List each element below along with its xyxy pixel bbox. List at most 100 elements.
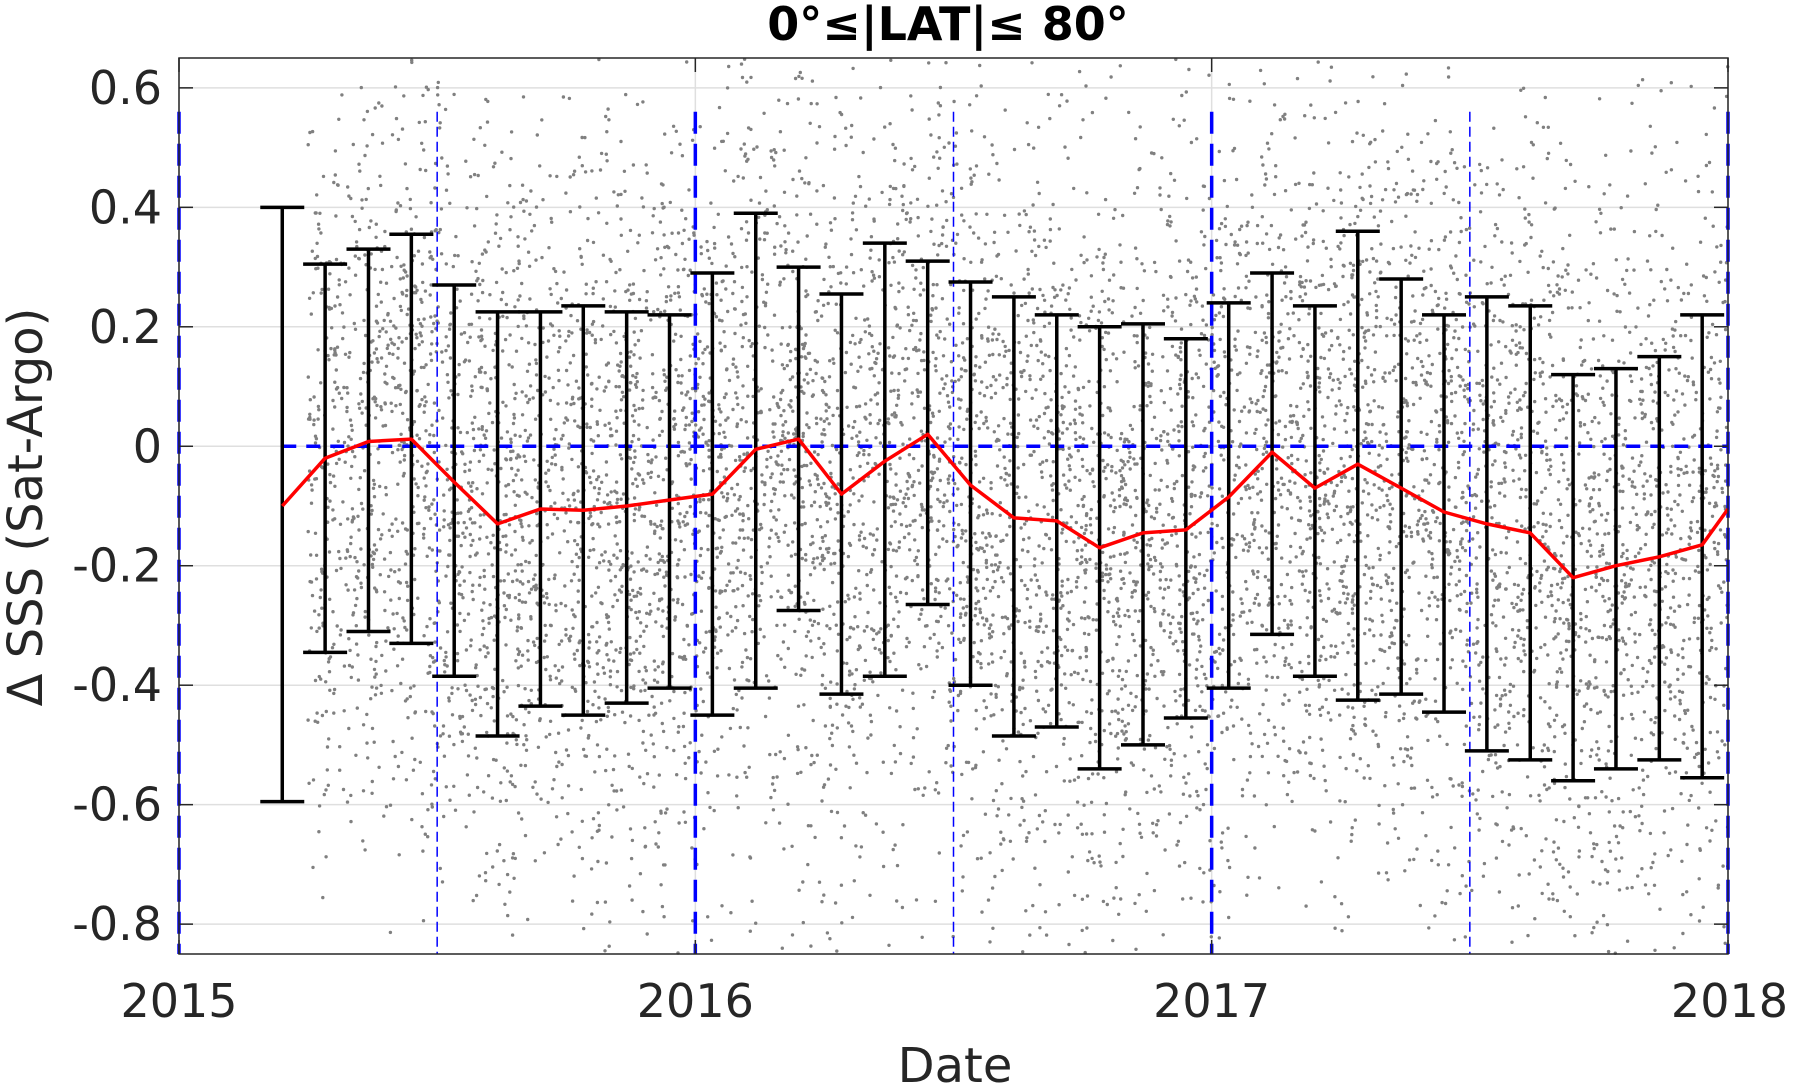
scatter-point: [1578, 345, 1583, 350]
scatter-point: [1109, 731, 1113, 736]
scatter-point: [1584, 702, 1589, 706]
scatter-point: [1160, 448, 1164, 452]
scatter-point: [791, 249, 795, 253]
scatter-point: [709, 201, 713, 205]
scatter-point: [1168, 747, 1172, 751]
scatter-point: [1476, 595, 1480, 599]
scatter-point: [740, 696, 744, 700]
scatter-point: [1597, 421, 1601, 425]
scatter-point: [1609, 227, 1613, 231]
scatter-point: [943, 382, 947, 386]
scatter-point: [1504, 408, 1508, 413]
scatter-point: [1518, 398, 1522, 402]
scatter-point: [1377, 453, 1381, 457]
scatter-point: [877, 630, 881, 634]
scatter-point: [1532, 858, 1537, 862]
scatter-point: [730, 629, 734, 633]
scatter-point: [993, 683, 998, 688]
scatter-point: [1568, 233, 1572, 237]
scatter-point: [408, 197, 412, 202]
scatter-point: [650, 458, 654, 462]
scatter-point: [742, 142, 746, 146]
scatter-point: [662, 560, 667, 564]
scatter-point: [1665, 267, 1669, 272]
scatter-point: [1032, 424, 1036, 428]
scatter-point: [1077, 720, 1081, 724]
scatter-point: [1076, 503, 1080, 508]
scatter-point: [1085, 191, 1089, 195]
scatter-point: [430, 548, 434, 552]
scatter-point: [1649, 866, 1653, 870]
scatter-point: [1551, 260, 1556, 264]
scatter-point: [657, 568, 662, 572]
scatter-point: [1630, 663, 1635, 668]
scatter-point: [1648, 831, 1653, 836]
scatter-point: [1122, 350, 1126, 354]
scatter-point: [700, 294, 705, 298]
scatter-point: [1617, 869, 1621, 873]
scatter-point: [1305, 537, 1309, 541]
scatter-point: [357, 406, 362, 410]
scatter-point: [978, 607, 982, 611]
scatter-point: [1407, 858, 1412, 862]
scatter-point: [400, 521, 405, 525]
scatter-point: [1100, 574, 1105, 579]
scatter-point: [920, 607, 924, 612]
scatter-point: [826, 550, 830, 554]
scatter-point: [1708, 730, 1713, 735]
scatter-point: [779, 657, 783, 661]
scatter-point: [839, 883, 844, 887]
scatter-point: [1261, 407, 1265, 411]
scatter-point: [590, 333, 594, 337]
scatter-point: [1316, 531, 1320, 536]
scatter-point: [916, 371, 920, 376]
scatter-point: [630, 766, 634, 771]
scatter-point: [684, 415, 688, 420]
scatter-point: [426, 87, 430, 92]
scatter-point: [741, 312, 746, 317]
scatter-point: [1703, 469, 1708, 473]
scatter-point: [1367, 165, 1371, 170]
scatter-point: [938, 391, 942, 395]
scatter-point: [1295, 422, 1300, 427]
scatter-point: [1219, 840, 1224, 844]
scatter-point: [1145, 336, 1150, 340]
scatter-point: [848, 786, 852, 790]
scatter-point: [1527, 872, 1531, 876]
scatter-point: [1436, 719, 1440, 724]
scatter-point: [969, 260, 973, 264]
scatter-point: [590, 594, 594, 598]
scatter-point: [401, 474, 406, 478]
scatter-point: [326, 660, 331, 664]
scatter-point: [519, 522, 523, 526]
scatter-point: [315, 241, 319, 245]
scatter-point: [935, 781, 939, 785]
scatter-point: [414, 482, 418, 486]
scatter-point: [1288, 491, 1293, 495]
scatter-point: [584, 352, 588, 356]
scatter-point: [1481, 417, 1485, 422]
scatter-point: [1561, 405, 1565, 409]
scatter-point: [355, 560, 359, 564]
scatter-point: [1605, 379, 1609, 383]
scatter-point: [652, 785, 656, 789]
scatter-point: [806, 630, 810, 634]
scatter-point: [1046, 429, 1051, 434]
scatter-point: [1161, 596, 1166, 600]
scatter-point: [1551, 897, 1555, 901]
scatter-point: [984, 297, 988, 301]
scatter-point: [1673, 349, 1677, 354]
scatter-point: [381, 512, 385, 516]
scatter-point: [1387, 551, 1391, 555]
scatter-point: [1685, 378, 1690, 383]
scatter-point: [970, 797, 974, 801]
scatter-point: [1233, 240, 1237, 244]
scatter-point: [424, 484, 428, 488]
scatter-point: [1493, 504, 1497, 508]
scatter-point: [1218, 337, 1222, 342]
scatter-point: [895, 863, 900, 868]
scatter-point: [1035, 827, 1040, 831]
scatter-point: [389, 568, 393, 572]
scatter-point: [961, 833, 966, 838]
scatter-point: [1385, 581, 1390, 586]
